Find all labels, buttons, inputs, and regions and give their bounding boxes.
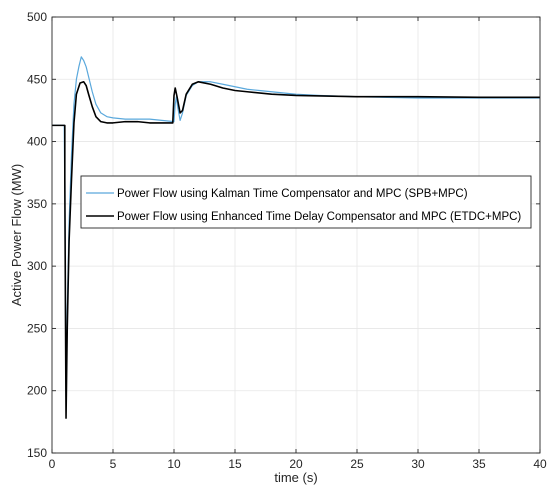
series-line-spb-mpc — [52, 56, 540, 398]
legend-label-etdc-mpc: Power Flow using Enhanced Time Delay Com… — [117, 211, 521, 223]
y-axis-label: Active Power Flow (MW) — [9, 164, 24, 306]
x-tick-label: 0 — [49, 457, 56, 471]
x-tick-label: 25 — [350, 457, 364, 471]
y-tick-label: 400 — [27, 135, 47, 149]
x-tick-label: 15 — [228, 457, 242, 471]
y-tick-label: 450 — [27, 72, 47, 86]
legend-label-spb-mpc: Power Flow using Kalman Time Compensator… — [117, 188, 468, 200]
y-tick-label: 200 — [27, 384, 47, 398]
legend: Power Flow using Kalman Time Compensator… — [80, 175, 532, 229]
tick-labels: 0 5 10 15 20 25 30 35 40 150 200 250 300 350 400 450 500 — [27, 10, 547, 471]
y-tick-label: 150 — [27, 446, 47, 460]
x-tick-label: 30 — [411, 457, 425, 471]
y-tick-label: 300 — [27, 259, 47, 273]
series-line-etdc-mpc — [52, 80, 540, 419]
y-tick-label: 350 — [27, 197, 47, 211]
x-tick-label: 35 — [472, 457, 486, 471]
x-tick-label: 40 — [533, 457, 547, 471]
y-tick-label: 500 — [27, 10, 47, 24]
x-tick-label: 5 — [110, 457, 117, 471]
x-tick-label: 20 — [289, 457, 303, 471]
series-layer — [52, 56, 540, 419]
ticks — [51, 16, 541, 454]
y-tick-label: 250 — [27, 321, 47, 335]
x-tick-label: 10 — [167, 457, 181, 471]
x-axis-label: time (s) — [274, 470, 317, 485]
legend-box — [80, 175, 532, 229]
